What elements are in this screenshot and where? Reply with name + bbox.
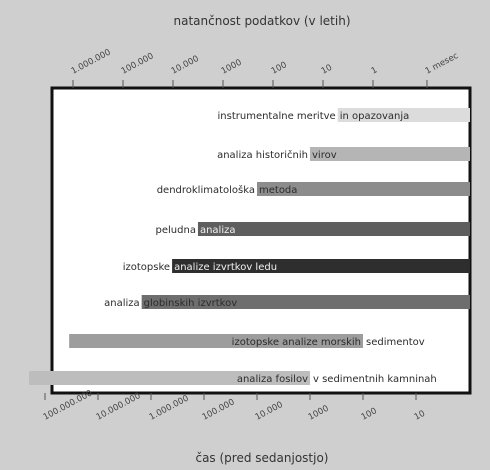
bottom-tick-label: 1.000.000: [148, 394, 191, 423]
top-axis-title: natančnost podatkov (v letih): [174, 14, 351, 28]
bar-inner-label: analize izvrtkov ledu: [174, 262, 277, 273]
bar: [337, 108, 470, 122]
bar-outer-label: izotopske: [123, 262, 170, 273]
bar: [29, 371, 310, 385]
bottom-tick-label: 10: [413, 409, 427, 423]
bar-outer-label: peludna: [156, 225, 196, 236]
bar-outer-label: analiza historičnih: [217, 149, 308, 161]
bar-inner-label: izotopske analize morskih: [232, 337, 361, 348]
bottom-axis-title: čas (pred sedanjostjo): [195, 451, 328, 465]
bar: [197, 222, 470, 236]
bar-outer-label: dendroklimatološka: [157, 184, 255, 196]
bar: [141, 295, 470, 309]
top-tick-label: 100: [270, 60, 289, 76]
top-tick-label: 1.000.000: [70, 48, 113, 77]
bar: [310, 147, 470, 161]
bottom-tick-label: 100.000: [201, 397, 237, 422]
top-tick-label: 10.000: [170, 54, 201, 77]
bottom-tick-label: 10.000.000: [95, 391, 143, 423]
bottom-tick-label: 1000: [307, 404, 331, 423]
bar-inner-label: analiza fosilov: [237, 374, 308, 385]
top-tick-label: 1: [370, 65, 379, 76]
bar: [172, 259, 470, 273]
bar-inner-label: in opazovanja: [340, 111, 410, 122]
bar-inner-label: metoda: [259, 185, 297, 196]
bar-outer-label: instrumentalne meritve: [218, 111, 336, 122]
bar-inner-label: globinskih izvrtkov: [144, 298, 238, 309]
bar-outer-label: analiza: [104, 298, 140, 309]
bar-inner-label: virov: [312, 150, 337, 161]
top-tick-label: 1000: [220, 58, 244, 77]
bar: [257, 182, 470, 196]
bar-outer-label: v sedimentnih kamninah: [313, 374, 437, 385]
bar-outer-label: sedimentov: [366, 337, 425, 348]
bottom-tick-label: 100: [360, 406, 379, 422]
top-tick-label: 100.000: [120, 51, 156, 76]
bar-inner-label: analiza: [200, 225, 236, 236]
top-tick-label: 10: [320, 63, 334, 77]
bottom-tick-label: 10.000: [254, 400, 285, 423]
bar: [69, 334, 363, 348]
top-tick-label: 1 mesec: [424, 51, 461, 77]
